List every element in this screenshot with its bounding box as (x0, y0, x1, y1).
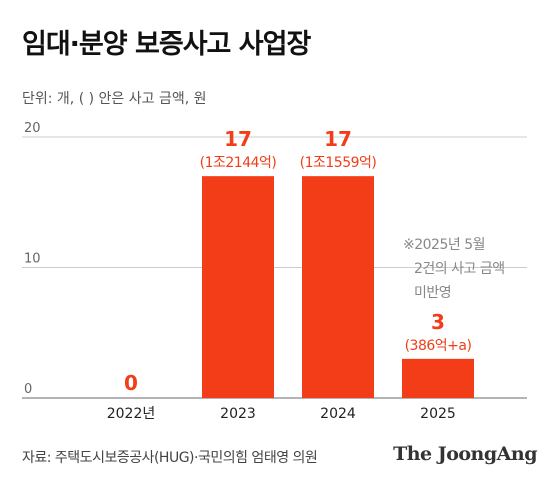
x-tick-label: 2022년 (107, 406, 156, 422)
y-tick-label: 20 (24, 121, 41, 136)
y-tick-label: 0 (24, 382, 32, 397)
brand-logo: The JoongAng (393, 443, 537, 465)
x-tick-label: 2023 (220, 406, 256, 422)
value-label: 3 (431, 310, 445, 334)
label-layer: 0 10 20 0 2022년 17 (1조2144억) 2023 17 (1조1559억) 202… (24, 121, 505, 422)
amount-label: (1조1559억) (300, 155, 377, 171)
chart-title: 임대·분양 보증사고 사업장 (22, 29, 311, 60)
footnote-line: ※2025년 5월 (403, 237, 485, 253)
x-tick-label: 2025 (420, 406, 456, 422)
bar (202, 176, 274, 398)
source-note: 자료: 주택도시보증공사(HUG)·국민의힘 엄태영 의원 (22, 450, 318, 466)
amount-label: (386억+a) (405, 338, 472, 354)
y-tick-label: 10 (24, 252, 41, 267)
value-label: 17 (324, 127, 352, 151)
value-label: 17 (224, 127, 252, 151)
footnote-line: 2건의 사고 금액 (414, 261, 505, 277)
amount-label: (1조2144억) (200, 155, 277, 171)
x-tick-label: 2024 (320, 406, 356, 422)
value-label: 0 (124, 371, 138, 395)
unit-note: 단위: 개, ( ) 안은 사고 금액, 원 (22, 91, 207, 107)
bar (302, 176, 374, 398)
bar (402, 358, 474, 398)
footnote-line: 미반영 (414, 285, 451, 301)
bar-layer (202, 176, 474, 398)
